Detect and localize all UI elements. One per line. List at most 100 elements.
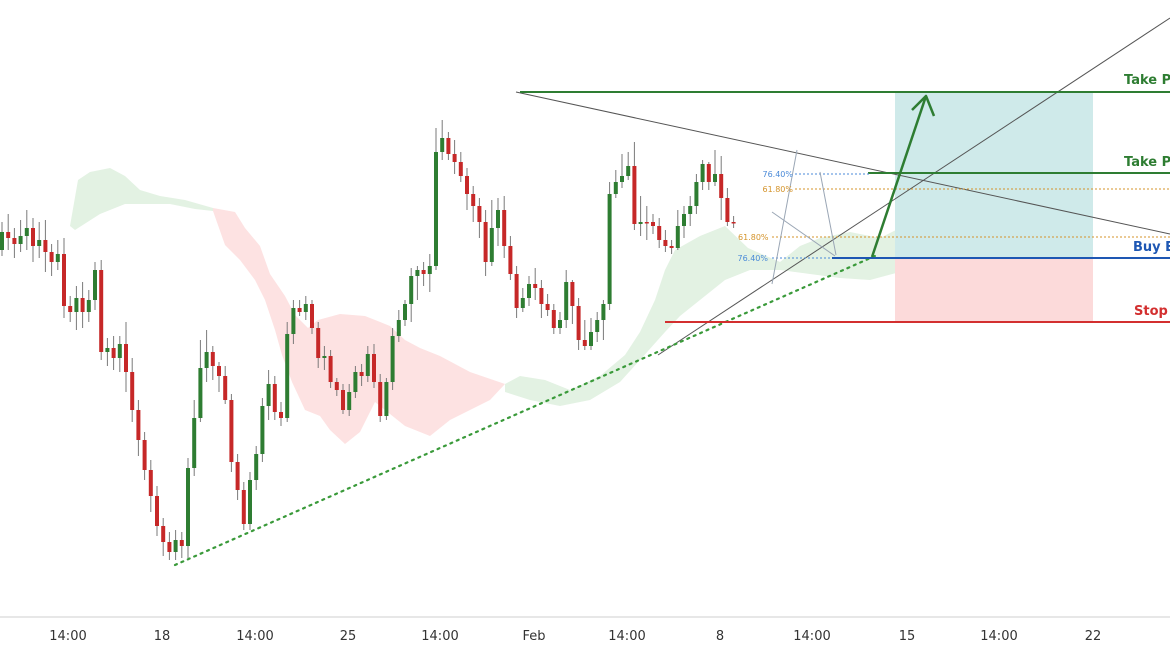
candle-bullish [173, 540, 178, 552]
candle-bearish [179, 540, 184, 546]
candle-bullish [613, 182, 618, 194]
candle-bearish [6, 232, 11, 238]
candle-bullish [384, 382, 389, 416]
x-tick-label: 14:00 [49, 629, 86, 644]
candle-bearish [310, 304, 314, 328]
candle-bearish [316, 328, 321, 358]
candle-bearish [508, 246, 513, 274]
candle-bearish [62, 254, 66, 306]
candle-bullish [322, 356, 327, 358]
candle-bullish [396, 320, 401, 336]
candle-bearish [68, 306, 73, 312]
candle-bearish [477, 206, 482, 222]
fib-label-61-lower: 61.80% [738, 233, 769, 242]
candle-bullish [601, 304, 606, 320]
candle-bearish [731, 222, 736, 224]
candle-bullish [409, 276, 414, 304]
candle-bearish [644, 222, 649, 224]
x-tick-label: 14:00 [793, 629, 830, 644]
candle-bearish [210, 352, 215, 366]
candle-bearish [241, 490, 246, 524]
cloud-bullish [70, 168, 213, 230]
take-profit-1-label: Take P [1124, 155, 1170, 170]
candle-bearish [372, 354, 376, 382]
candle-bullish [0, 232, 4, 250]
pattern-lower-trendline [657, 17, 1170, 356]
candle-bullish [24, 228, 29, 236]
candle-bullish [93, 270, 97, 300]
x-tick-label: 14:00 [236, 629, 273, 644]
candle-bearish [223, 376, 228, 400]
candle-bullish [74, 298, 79, 312]
candle-bullish [620, 176, 624, 182]
candle-bullish [86, 300, 91, 312]
candle-bullish [595, 320, 600, 332]
candle-bullish [365, 354, 370, 376]
candle-bullish [489, 228, 494, 262]
x-tick-label: 15 [899, 629, 916, 644]
support-dotted-trendline [173, 254, 877, 567]
candle-bullish [105, 348, 110, 352]
candle-bearish [651, 222, 655, 226]
candle-bearish [514, 274, 519, 308]
candle-bullish [260, 406, 265, 454]
candle-bearish [130, 372, 135, 410]
candle-bullish [694, 182, 699, 206]
x-tick-label: 8 [716, 629, 724, 644]
cloud-bearish [213, 208, 505, 444]
fib-label-76-upper: 76.40% [762, 170, 793, 179]
candle-bearish [124, 344, 128, 372]
candle-bearish [341, 390, 345, 410]
candle-bullish [347, 392, 352, 410]
pattern-upper-trendline [515, 91, 1170, 235]
candle-bullish [434, 152, 438, 266]
candle-bullish [390, 336, 395, 382]
candle-bullish [403, 304, 407, 320]
candle-bearish [657, 226, 662, 240]
x-tick-label: 14:00 [980, 629, 1017, 644]
buy-entry-label: Buy E [1133, 240, 1170, 255]
candle-bearish [545, 304, 550, 310]
candle-bearish [663, 240, 668, 246]
candle-bearish [706, 164, 711, 182]
candle-bullish [303, 304, 308, 312]
candle-bullish [55, 254, 60, 262]
candle-bearish [229, 400, 234, 462]
candle-bullish [713, 174, 717, 182]
candle-bearish [539, 288, 544, 304]
candle-bullish [198, 368, 203, 418]
candle-bearish [12, 238, 17, 244]
candle-bearish [446, 138, 451, 154]
candle-bearish [161, 526, 166, 542]
fib-label-61-upper: 61.80% [762, 185, 793, 194]
candle-bearish [328, 356, 333, 382]
candle-bearish [669, 246, 674, 248]
candle-bullish [427, 266, 432, 274]
x-axis: 14:00 18 14:00 25 14:00 Feb 14:00 8 14:00 15 14:00… [49, 629, 1101, 644]
candle-bullish [254, 454, 259, 480]
candle-bearish [570, 282, 575, 306]
candle-bearish [359, 372, 364, 376]
candle-bullish [589, 332, 593, 346]
projection-arrow [870, 95, 928, 258]
candle-bullish [607, 194, 612, 304]
loss-zone [895, 258, 1093, 322]
candle-bearish [49, 252, 54, 262]
x-tick-label: Feb [522, 629, 545, 644]
candle-bearish [217, 366, 221, 376]
candle-bullish [700, 164, 705, 182]
candle-bearish [483, 222, 488, 262]
candle-bearish [551, 310, 556, 328]
candle-bullish [682, 214, 686, 226]
candle-bearish [576, 306, 581, 340]
candle-bearish [719, 174, 724, 198]
candle-bullish [204, 352, 209, 368]
candle-bullish [626, 166, 631, 176]
candle-bearish [279, 412, 283, 418]
x-tick-label: 14:00 [421, 629, 458, 644]
projection-arrowhead [911, 94, 936, 117]
candle-bearish [136, 410, 141, 440]
candle-bearish [142, 440, 147, 470]
candle-bullish [353, 372, 358, 392]
